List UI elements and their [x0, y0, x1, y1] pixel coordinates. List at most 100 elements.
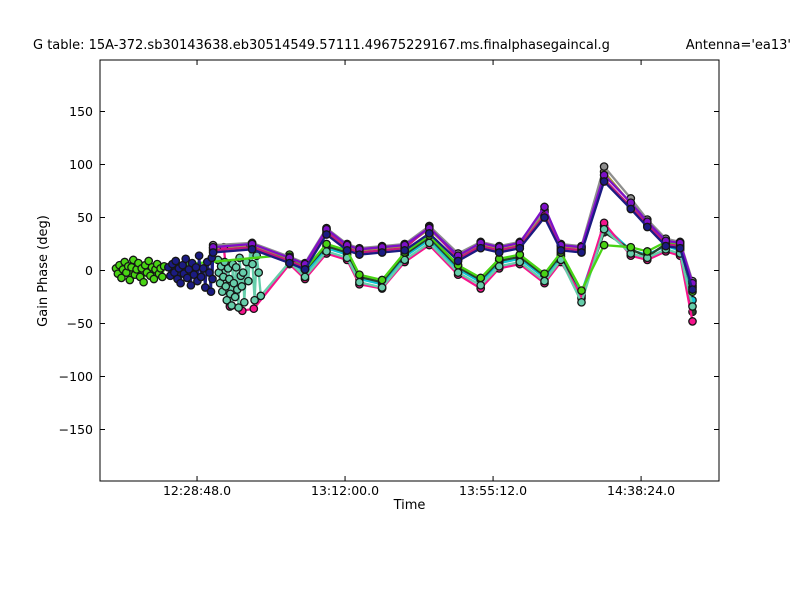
data-point-chartreuse [577, 286, 586, 295]
data-point-chartreuse [157, 272, 167, 282]
data-point-purple [540, 202, 549, 212]
data-point-chartreuse [139, 277, 148, 287]
data-point-teal [227, 301, 236, 310]
data-point-teal [688, 302, 697, 311]
data-point-navy [556, 246, 566, 255]
data-point-teal [244, 276, 253, 286]
data-point-navy [424, 229, 434, 238]
data-point-chartreuse [476, 273, 486, 283]
data-point-teal [424, 238, 434, 248]
y-tick-label: 150 [69, 104, 93, 119]
data-point-navy [342, 246, 352, 255]
data-point-teal [231, 262, 241, 272]
data-point-navy [285, 258, 294, 268]
data-point-navy [198, 264, 208, 273]
data-point-teal [377, 283, 387, 292]
data-point-teal [494, 261, 504, 271]
data-point-navy [247, 244, 257, 254]
data-point-navy [176, 278, 185, 288]
y-axis-label: Gain Phase (deg) [36, 215, 51, 327]
data-point-navy [206, 287, 216, 297]
y-tick-label: −150 [59, 422, 93, 437]
x-tick-label: 13:12:00.0 [311, 483, 379, 498]
data-point-teal [248, 259, 257, 269]
data-point-teal [222, 295, 232, 305]
y-tick-label: −50 [67, 316, 93, 331]
data-point-chartreuse [117, 273, 126, 283]
data-point-navy [577, 248, 586, 257]
series-layer [111, 162, 697, 326]
data-point-navy [642, 222, 652, 232]
data-point-navy [626, 204, 636, 214]
data-point-teal [577, 297, 586, 307]
data-point-navy [196, 272, 206, 282]
data-point-teal [599, 224, 609, 234]
plot-title-table: G table: 15A-372.sb30143638.eb30514549.5… [33, 38, 610, 53]
data-point-navy [182, 273, 192, 283]
data-point-navy [476, 243, 486, 253]
data-point-chartreuse [377, 275, 387, 285]
data-point-navy [208, 274, 217, 284]
data-point-gray [599, 162, 609, 171]
data-point-teal [238, 268, 248, 277]
y-tick-label: 0 [85, 263, 93, 278]
data-point-teal [250, 295, 259, 305]
data-point-navy [181, 254, 191, 264]
series-navy [163, 177, 697, 297]
data-point-navy [194, 251, 204, 261]
data-point-chartreuse [626, 242, 636, 252]
data-point-navy [322, 230, 331, 239]
data-point-chartreuse [540, 269, 549, 279]
data-point-navy [377, 248, 387, 257]
data-point-teal [239, 297, 249, 307]
data-point-chartreuse [642, 247, 652, 256]
x-tick-label: 12:28:48.0 [163, 483, 231, 498]
data-point-teal [476, 280, 486, 290]
data-point-chartreuse [125, 275, 135, 285]
plot-title-antenna: Antenna='ea13' [686, 38, 791, 53]
data-point-navy [661, 241, 671, 251]
data-point-navy [400, 246, 410, 255]
data-point-navy [200, 283, 210, 292]
data-point-teal [355, 277, 364, 287]
data-point-chartreuse [149, 274, 159, 284]
y-tick-label: 50 [77, 210, 93, 225]
x-tick-label: 13:55:12.0 [459, 483, 527, 498]
data-point-navy [300, 265, 310, 274]
data-point-navy [599, 177, 609, 186]
data-point-teal [237, 282, 247, 291]
tick-layer [100, 60, 719, 481]
y-tick-label: 100 [69, 157, 93, 172]
data-point-teal [515, 257, 525, 267]
x-axis-label: Time [393, 498, 426, 513]
data-point-navy [191, 262, 201, 272]
data-point-chartreuse [322, 239, 331, 249]
data-point-teal [540, 276, 549, 286]
data-point-navy [355, 250, 364, 259]
data-point-teal [254, 268, 264, 277]
data-point-navy [453, 256, 463, 266]
data-point-teal [300, 272, 310, 282]
data-point-teal [229, 278, 239, 288]
data-point-deeppink [688, 317, 697, 326]
data-point-teal [230, 292, 240, 302]
data-point-deeppink [249, 304, 259, 314]
data-point-teal [221, 282, 231, 291]
data-point-navy [515, 243, 525, 253]
data-point-navy [688, 285, 697, 294]
data-point-teal [256, 291, 266, 301]
y-tick-label: −100 [59, 369, 93, 384]
data-point-navy [208, 248, 218, 257]
data-point-navy [675, 243, 685, 253]
data-point-navy [494, 248, 504, 257]
data-point-teal [234, 303, 243, 312]
data-point-navy [171, 256, 181, 266]
data-point-navy [186, 280, 196, 290]
data-point-chartreuse [599, 240, 609, 250]
data-point-chartreuse [355, 270, 364, 280]
data-point-navy [540, 213, 549, 222]
data-point-teal [453, 268, 463, 277]
